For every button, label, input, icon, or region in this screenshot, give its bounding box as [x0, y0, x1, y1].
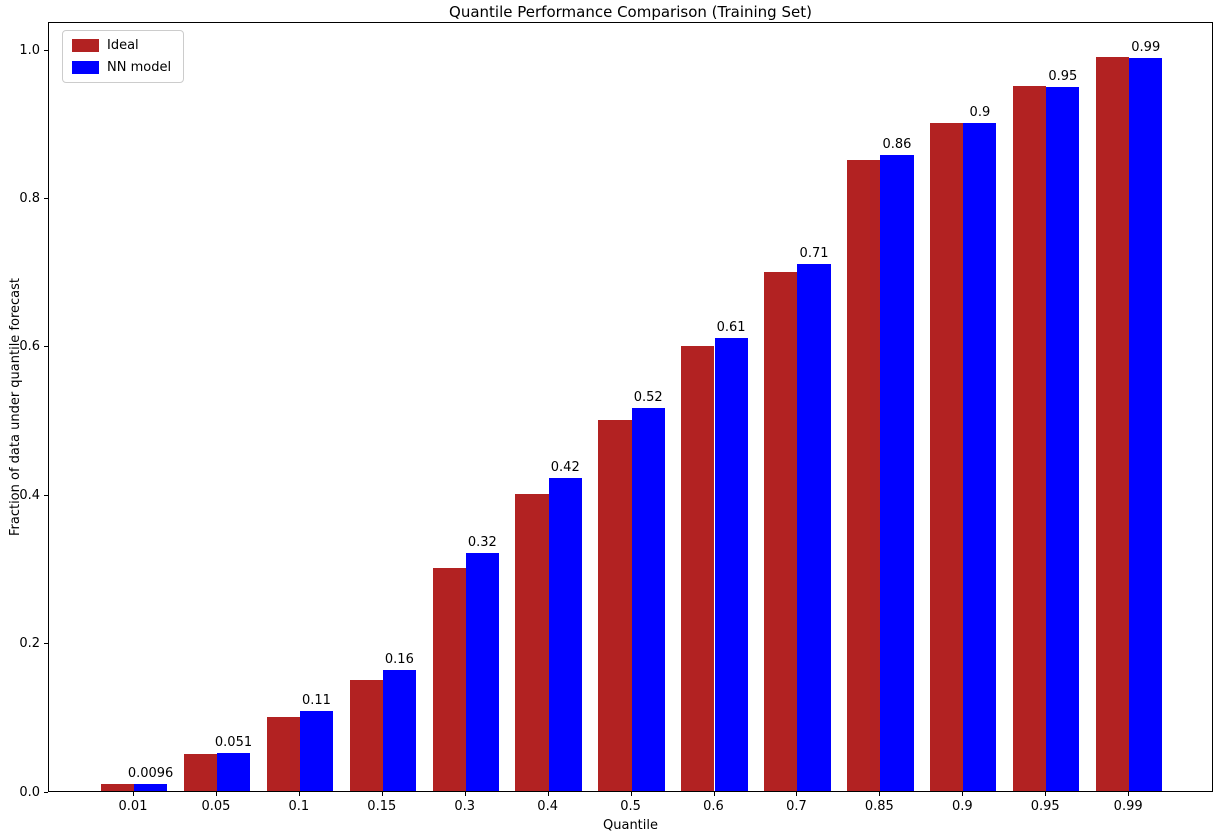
- bar-ideal: [100, 784, 134, 791]
- bar-nn-model: [631, 408, 665, 791]
- x-tick-mark: [879, 792, 881, 796]
- x-tick-label: 0.1: [288, 799, 310, 814]
- bar-value-label: 0.9: [969, 105, 991, 120]
- x-tick-mark: [1045, 792, 1047, 796]
- bar-ideal: [847, 160, 881, 791]
- x-tick-mark: [630, 792, 632, 796]
- y-tick-label: 0.4: [19, 487, 40, 503]
- legend-label-nn-model: NN model: [107, 60, 172, 75]
- x-tick-label: 0.5: [620, 799, 641, 814]
- x-tick-label: 0.9: [951, 799, 973, 814]
- legend-swatch-nn-model: [72, 61, 99, 74]
- x-tick-mark: [215, 792, 217, 796]
- x-tick-label: 0.95: [1030, 799, 1060, 814]
- y-tick-mark: [44, 346, 48, 348]
- x-tick-mark: [713, 792, 715, 796]
- bar-ideal: [349, 680, 383, 791]
- x-tick-mark: [133, 792, 134, 796]
- bar-value-label: 0.52: [633, 390, 663, 405]
- bar-nn-model: [797, 264, 831, 791]
- bar-value-label: 0.32: [467, 535, 497, 550]
- plot-area: 0.0096 0.051 0.11 0.16 0.32 0.42 0.52 0.61 0.71 0…: [48, 22, 1213, 792]
- legend-label-ideal: Ideal: [107, 38, 139, 53]
- bar-value-label: 0.051: [214, 735, 253, 750]
- bar-ideal: [515, 494, 549, 791]
- bar-nn-model: [714, 338, 748, 791]
- bar-nn-model: [880, 155, 914, 791]
- y-tick-label: 0.0: [19, 784, 40, 800]
- x-tick-label: 0.99: [1113, 799, 1143, 814]
- bar-ideal: [183, 754, 217, 791]
- y-tick-mark: [44, 643, 48, 645]
- bar-value-label: 0.86: [882, 137, 912, 152]
- x-axis-label: Quantile: [603, 818, 658, 833]
- bar-value-label: 0.0096: [127, 766, 174, 781]
- bar-nn-model: [963, 123, 997, 791]
- x-tick-mark: [381, 792, 383, 796]
- bar-ideal: [1095, 57, 1130, 791]
- bar-value-label: 0.99: [1131, 40, 1161, 55]
- y-tick-label: 0.6: [19, 339, 40, 355]
- bar-nn-model: [134, 784, 168, 791]
- bar-ideal: [681, 346, 715, 791]
- bar-ideal: [266, 717, 300, 791]
- x-tick-label: 0.6: [703, 799, 724, 814]
- bar-nn-model: [1129, 58, 1163, 791]
- x-tick-label: 0.15: [367, 799, 397, 814]
- x-tick-mark: [547, 792, 549, 796]
- bar-value-label: 0.71: [799, 246, 829, 261]
- bar-nn-model: [299, 711, 334, 791]
- x-tick-mark: [464, 792, 466, 796]
- y-tick-label: 0.2: [19, 636, 40, 652]
- bar-ideal: [598, 420, 632, 791]
- bar-value-label: 0.95: [1048, 69, 1078, 84]
- bar-value-label: 0.16: [384, 652, 414, 667]
- legend-swatch-ideal: [72, 39, 99, 52]
- y-tick-mark: [44, 791, 48, 793]
- y-tick-label: 0.8: [19, 191, 40, 207]
- y-tick-mark: [44, 494, 48, 496]
- bar-value-label: 0.61: [716, 320, 746, 335]
- legend: Ideal NN model: [62, 30, 185, 83]
- x-tick-mark: [796, 792, 798, 796]
- bar-nn-model: [548, 478, 582, 791]
- x-tick-label: 0.05: [201, 799, 231, 814]
- bar-ideal: [1013, 86, 1047, 791]
- chart-title: Quantile Performance Comparison (Trainin…: [449, 3, 812, 21]
- legend-item-nn-model: NN model: [72, 60, 171, 75]
- bar-value-label: 0.42: [550, 460, 580, 475]
- x-tick-mark: [962, 792, 964, 796]
- x-tick-mark: [1128, 792, 1130, 796]
- x-tick-mark: [298, 792, 300, 796]
- x-tick-label: 0.4: [537, 799, 558, 814]
- bar-ideal: [764, 272, 798, 791]
- legend-item-ideal: Ideal: [72, 38, 171, 53]
- bar-value-label: 0.11: [301, 693, 331, 708]
- bar-ideal: [930, 123, 964, 791]
- x-tick-label: 0.7: [786, 799, 807, 814]
- bar-nn-model: [382, 670, 416, 791]
- bar-nn-model: [1046, 87, 1080, 791]
- y-tick-mark: [44, 49, 48, 51]
- bar-ideal: [432, 568, 466, 791]
- y-tick-label: 1.0: [19, 42, 40, 58]
- x-tick-label: 0.85: [864, 799, 894, 814]
- bar-nn-model: [465, 553, 499, 791]
- x-tick-label: 0.3: [454, 799, 476, 814]
- y-tick-mark: [44, 198, 48, 200]
- x-tick-label: 0.01: [118, 799, 148, 814]
- bar-nn-model: [216, 753, 251, 791]
